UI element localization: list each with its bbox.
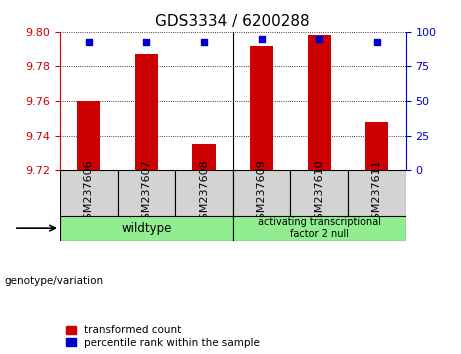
Text: GSM237607: GSM237607 bbox=[142, 159, 151, 227]
Point bbox=[200, 39, 207, 44]
Bar bbox=[60, 216, 233, 241]
Text: wildtype: wildtype bbox=[121, 222, 171, 235]
Text: GSM237606: GSM237606 bbox=[84, 159, 94, 227]
Point bbox=[315, 36, 323, 42]
Bar bbox=[233, 170, 290, 216]
Bar bbox=[193, 144, 216, 170]
Bar bbox=[118, 170, 175, 216]
Bar bbox=[60, 170, 118, 216]
Point bbox=[85, 39, 92, 44]
Point bbox=[142, 39, 150, 44]
Text: GSM237609: GSM237609 bbox=[257, 159, 266, 227]
Point bbox=[373, 39, 381, 44]
Bar bbox=[135, 55, 158, 170]
Text: genotype/variation: genotype/variation bbox=[5, 276, 104, 286]
Bar bbox=[290, 170, 348, 216]
Bar bbox=[175, 170, 233, 216]
Bar bbox=[308, 35, 331, 170]
Text: GSM237608: GSM237608 bbox=[199, 159, 209, 227]
Point bbox=[258, 36, 266, 42]
Text: GSM237610: GSM237610 bbox=[314, 159, 324, 227]
Bar bbox=[77, 101, 100, 170]
Text: activating transcriptional
factor 2 null: activating transcriptional factor 2 null bbox=[258, 217, 381, 239]
Bar bbox=[250, 46, 273, 170]
Bar bbox=[233, 216, 406, 241]
Bar bbox=[348, 170, 406, 216]
Title: GDS3334 / 6200288: GDS3334 / 6200288 bbox=[155, 14, 310, 29]
Legend: transformed count, percentile rank within the sample: transformed count, percentile rank withi… bbox=[65, 324, 261, 349]
Text: GSM237611: GSM237611 bbox=[372, 159, 382, 227]
Bar bbox=[365, 122, 388, 170]
